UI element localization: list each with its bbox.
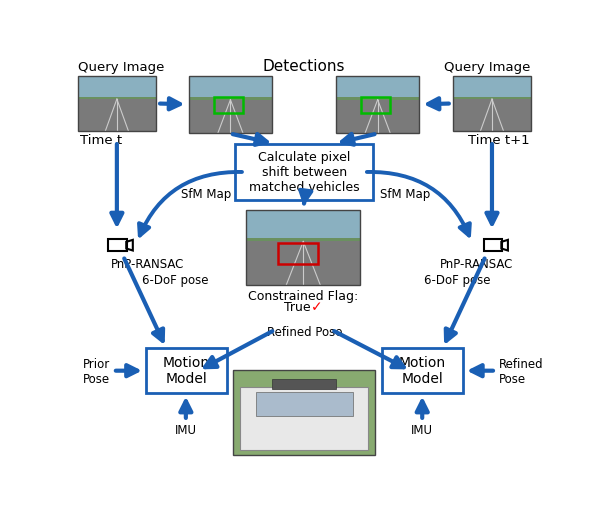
Bar	[78, 76, 156, 99]
Bar	[361, 98, 390, 114]
Bar	[235, 144, 374, 200]
Text: Motion
Model: Motion Model	[163, 356, 210, 386]
Bar	[453, 99, 530, 131]
Text: SfM Map: SfM Map	[380, 188, 431, 201]
Text: PnP-RANSAC: PnP-RANSAC	[110, 259, 184, 271]
Bar	[233, 370, 375, 455]
Bar	[272, 379, 336, 389]
Bar	[146, 348, 227, 393]
Text: Calculate pixel
shift between
matched vehicles: Calculate pixel shift between matched ve…	[249, 151, 360, 194]
Bar	[336, 98, 419, 102]
Bar	[336, 76, 419, 133]
Text: 6-DoF pose: 6-DoF pose	[424, 275, 490, 287]
Bar	[453, 97, 530, 101]
Text: Prior
Pose: Prior Pose	[83, 359, 110, 386]
Bar	[78, 99, 156, 131]
Text: True: True	[284, 301, 311, 314]
Text: Query Image: Query Image	[444, 61, 530, 74]
Text: IMU: IMU	[175, 424, 197, 437]
Bar	[189, 76, 272, 100]
Text: Constrained Flag:: Constrained Flag:	[248, 290, 358, 303]
Bar	[255, 392, 353, 416]
Text: Motion
Model: Motion Model	[399, 356, 446, 386]
Bar	[189, 98, 272, 102]
Text: ✓: ✓	[311, 301, 323, 315]
Bar	[453, 76, 530, 131]
Bar	[382, 348, 463, 393]
Bar	[240, 387, 368, 450]
Bar	[336, 100, 419, 133]
Text: Query Image: Query Image	[78, 61, 165, 74]
Bar	[247, 238, 360, 245]
Bar	[233, 370, 375, 455]
Text: Refined
Pose: Refined Pose	[499, 359, 544, 386]
Bar	[336, 76, 419, 100]
Bar	[247, 241, 360, 285]
Bar	[453, 76, 530, 99]
Bar	[214, 98, 243, 114]
Bar	[78, 76, 156, 131]
Bar	[189, 100, 272, 133]
Bar	[247, 210, 360, 285]
Bar	[189, 76, 272, 133]
Bar	[78, 97, 156, 101]
Text: 6-DoF pose: 6-DoF pose	[142, 275, 208, 287]
Text: Refined Pose: Refined Pose	[267, 326, 342, 339]
Text: PnP-RANSAC: PnP-RANSAC	[440, 259, 514, 271]
Text: Time t: Time t	[80, 134, 122, 147]
Bar	[484, 239, 503, 251]
Bar	[247, 210, 360, 241]
Text: Time t+1: Time t+1	[467, 134, 529, 147]
Bar	[109, 239, 127, 251]
Bar	[278, 243, 318, 264]
Text: IMU: IMU	[411, 424, 433, 437]
Text: Detections: Detections	[263, 59, 345, 74]
Text: SfM Map: SfM Map	[181, 188, 232, 201]
